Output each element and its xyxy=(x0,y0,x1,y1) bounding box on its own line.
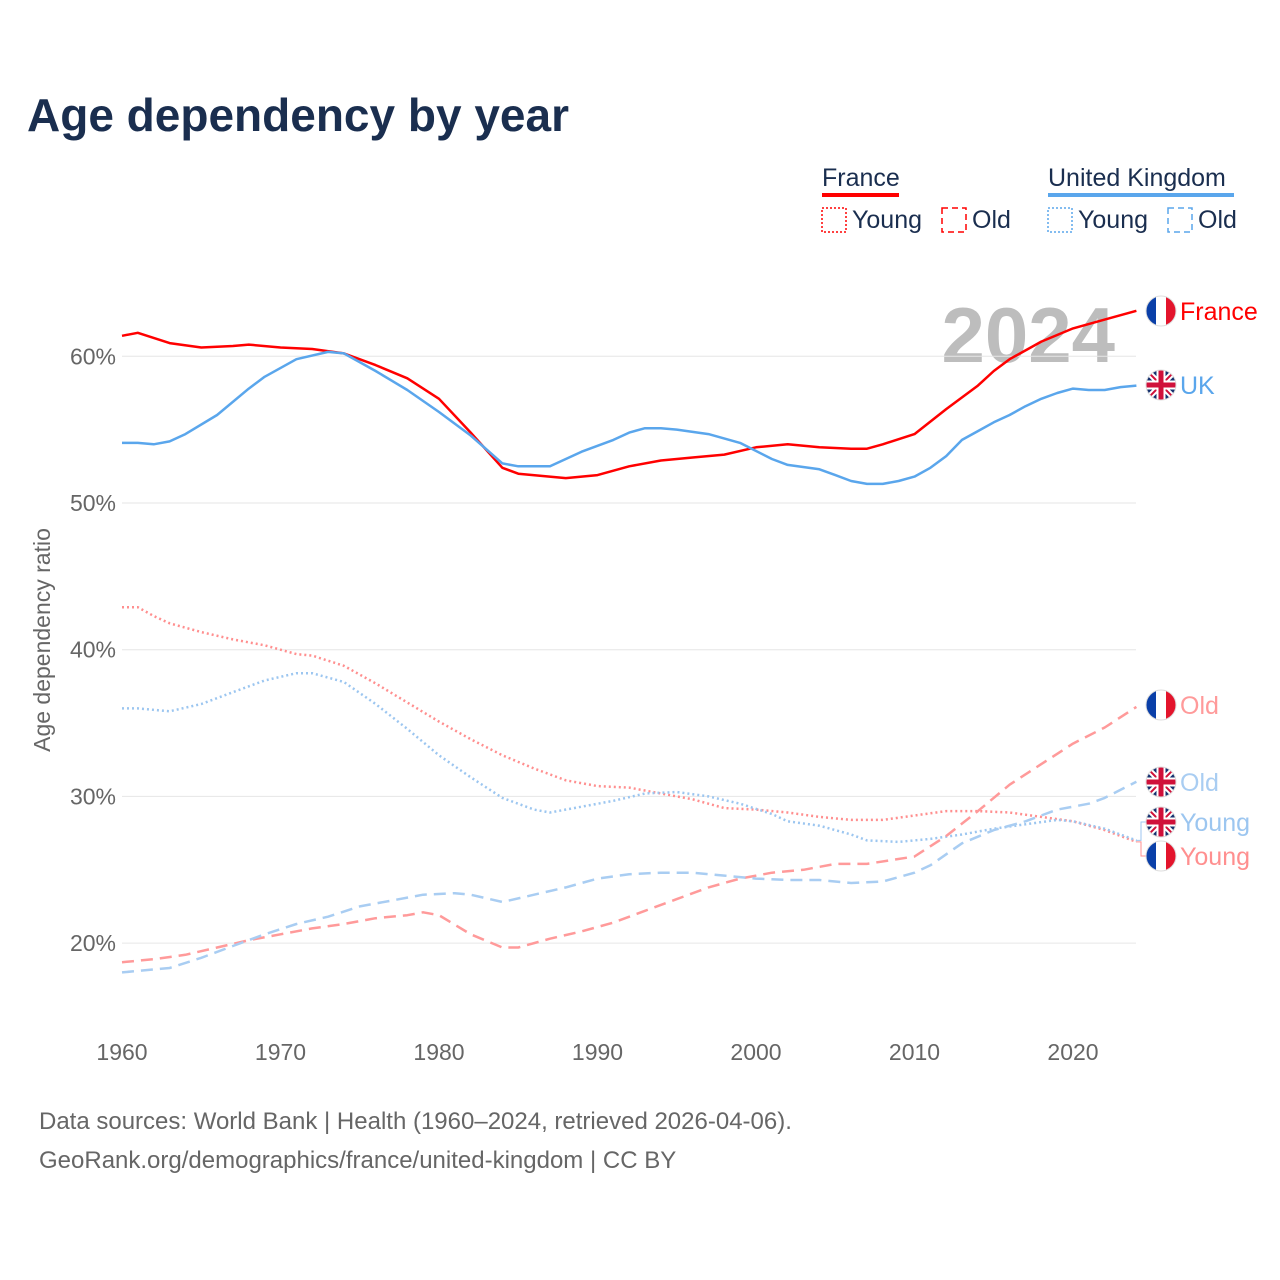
y-tick-label: 20% xyxy=(70,930,116,956)
year-watermark: 2024 xyxy=(941,291,1115,379)
flag-stripe xyxy=(1146,841,1156,871)
end-label: France xyxy=(1180,298,1258,326)
legend-item-old: Old xyxy=(972,206,1011,234)
end-label: Old xyxy=(1180,692,1219,720)
flag-stripe xyxy=(1146,690,1156,720)
flag-ring xyxy=(1145,689,1177,721)
legend-swatch-old xyxy=(941,207,967,233)
flag-stripe xyxy=(1166,296,1176,326)
legend-item-young: Young xyxy=(852,206,922,234)
flag-body xyxy=(1146,370,1176,400)
label-connector xyxy=(1136,821,1146,841)
flag-stripe xyxy=(1166,841,1176,871)
flag-stripe xyxy=(1146,296,1156,326)
chart-title: Age dependency by year xyxy=(27,89,569,141)
footer-url[interactable]: GeoRank.org/demographics/france/united-k… xyxy=(39,1147,677,1174)
flag-stripe xyxy=(1156,841,1166,871)
flag-body xyxy=(1146,690,1176,720)
x-tick-label: 1980 xyxy=(413,1039,464,1065)
end-label: Young xyxy=(1180,843,1250,871)
flag-cross-red xyxy=(1146,807,1176,837)
legend-swatch-young xyxy=(821,207,847,233)
x-tick-label: 1990 xyxy=(572,1039,623,1065)
flag-body xyxy=(1146,767,1176,797)
legend-swatch-old xyxy=(1167,207,1193,233)
uk-flag-icon xyxy=(1145,806,1177,838)
flag-ring xyxy=(1145,766,1177,798)
end-label: Old xyxy=(1180,769,1219,797)
x-tick-label: 1960 xyxy=(96,1039,147,1065)
legend-item-old: Old xyxy=(1198,206,1237,234)
legend-group-underline xyxy=(822,193,899,197)
flag-ring xyxy=(1145,295,1177,327)
end-label: Young xyxy=(1180,809,1250,837)
flag-cross-red xyxy=(1146,767,1176,797)
footer-sources: Data sources: World Bank | Health (1960–… xyxy=(39,1108,792,1135)
fr-flag-icon xyxy=(1145,689,1177,721)
fr-flag-icon xyxy=(1145,840,1177,872)
y-tick-label: 30% xyxy=(70,783,116,809)
series-line-united-kingdom-old xyxy=(121,780,1137,974)
x-tick-label: 2010 xyxy=(889,1039,940,1065)
legend-group-underline xyxy=(1048,193,1234,197)
uk-flag-icon xyxy=(1145,369,1177,401)
series-line-united-kingdom-young xyxy=(122,671,1137,844)
uk-flag-icon xyxy=(1145,766,1177,798)
flag-ring xyxy=(1145,369,1177,401)
flag-ring xyxy=(1145,840,1177,872)
series-line-france-old xyxy=(121,705,1138,964)
legend-swatch-young xyxy=(1047,207,1073,233)
flag-stripe xyxy=(1166,690,1176,720)
flag-body xyxy=(1146,296,1176,326)
flag-body xyxy=(1146,841,1176,871)
x-tick-label: 2020 xyxy=(1047,1039,1098,1065)
fr-flag-icon xyxy=(1145,295,1177,327)
y-axis-label: Age dependency ratio xyxy=(29,528,55,752)
flag-stripe xyxy=(1156,690,1166,720)
series-line-france-young xyxy=(122,605,1137,844)
flag-stripe xyxy=(1156,296,1166,326)
x-tick-label: 1970 xyxy=(255,1039,306,1065)
series-line-united-kingdom xyxy=(122,350,1137,486)
flag-body xyxy=(1146,807,1176,837)
end-label: UK xyxy=(1180,372,1215,400)
legend-group-0: France xyxy=(822,164,900,192)
label-connector xyxy=(1136,841,1146,857)
flag-cross-red xyxy=(1146,370,1176,400)
flag-ring xyxy=(1145,806,1177,838)
legend-item-young: Young xyxy=(1078,206,1148,234)
x-tick-label: 2000 xyxy=(730,1039,781,1065)
y-tick-label: 50% xyxy=(70,490,116,516)
legend-group-1: United Kingdom xyxy=(1048,164,1226,192)
series-line-france xyxy=(121,309,1137,480)
y-tick-label: 40% xyxy=(70,637,116,663)
y-tick-label: 60% xyxy=(70,343,116,369)
